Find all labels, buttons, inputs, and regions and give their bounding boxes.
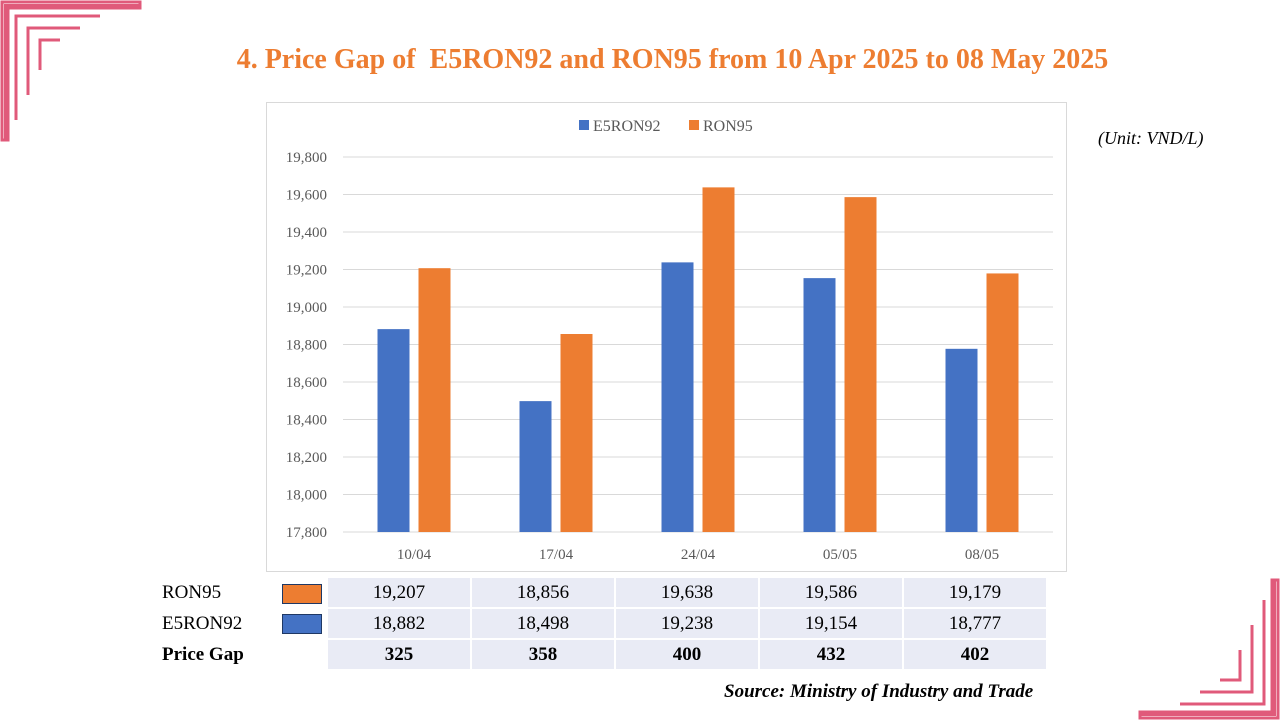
table-cell: 19,638 [614,578,759,609]
bar-ron95-17-04 [560,334,593,532]
y-tick-label: 19,000 [286,300,327,316]
table-cell: 400 [614,639,759,671]
slide-title: 4. Price Gap of E5RON92 and RON95 from 1… [236,44,1109,75]
bar-e5ron92-24-04 [661,262,694,532]
bar-e5ron92-17-04 [519,401,552,532]
y-tick-label: 19,200 [286,263,327,279]
data-table: RON95 19,207 18,856 19,638 19,586 19,179 E5RON… [162,578,1046,671]
legend-label-e5ron92: E5RON92 [593,118,661,135]
table-cell: 19,179 [902,578,1046,609]
x-tick-label: 10/04 [397,547,432,563]
y-tick-label: 18,200 [286,450,327,466]
legend-label-ron95: RON95 [703,118,753,135]
y-tick-label: 18,600 [286,375,327,391]
bar-ron95-24-04 [702,187,735,532]
chart-frame: 17,800 18,000 18,200 18,400 18,600 18,800 19,0… [266,102,1067,572]
bar-chart: 17,800 18,000 18,200 18,400 18,600 18,800 19,0… [286,118,1053,563]
table-cell: 18,856 [470,578,615,609]
x-tick-label: 05/05 [823,547,857,563]
bar-ron95-10-04 [418,268,451,532]
bar-ron95-05-05 [844,197,877,532]
source-note: Source: Ministry of Industry and Trade [724,681,1034,702]
table-row: Price Gap 325 358 400 432 402 [162,639,1046,671]
x-tick-label: 24/04 [681,547,716,563]
table-cell: 432 [758,639,903,671]
table-cell: 19,154 [758,608,903,640]
table-cell: 358 [470,639,615,671]
y-tick-label: 18,000 [286,488,327,504]
row-label: RON95 [162,578,272,608]
legend-swatch [282,614,322,635]
bar-e5ron92-08-05 [945,348,978,532]
table-cell: 18,882 [326,608,471,640]
table-cell: 402 [902,639,1046,671]
x-tick-label: 17/04 [539,547,574,563]
legend-swatch-ron95 [689,120,699,130]
row-label: E5RON92 [162,608,272,639]
table-row: RON95 19,207 18,856 19,638 19,586 19,179 [162,578,1046,609]
corner-ornament-top-left [0,0,142,142]
table-row: E5RON92 18,882 18,498 19,238 19,154 18,777 [162,608,1046,640]
row-label: Price Gap [162,639,272,670]
legend-swatch-e5ron92 [579,120,589,130]
table-cell: 325 [326,639,471,671]
table-cell: 18,498 [470,608,615,640]
table-cell: 18,777 [902,608,1046,640]
y-tick-label: 18,800 [286,338,327,354]
y-tick-label: 17,800 [286,525,327,541]
unit-label: (Unit: VND/L) [1098,128,1204,148]
bar-e5ron92-05-05 [803,278,836,532]
x-tick-label: 08/05 [965,547,999,563]
table-cell: 19,586 [758,578,903,609]
y-tick-label: 19,400 [286,225,327,241]
bar-ron95-08-05 [986,273,1019,532]
table-cell: 19,207 [326,578,471,609]
table-cell: 19,238 [614,608,759,640]
bar-e5ron92-10-04 [377,329,410,532]
y-tick-label: 18,400 [286,413,327,429]
y-tick-label: 19,800 [286,150,327,166]
corner-ornament-bottom-right [1138,578,1280,720]
y-tick-label: 19,600 [286,188,327,204]
legend-swatch [282,583,322,604]
